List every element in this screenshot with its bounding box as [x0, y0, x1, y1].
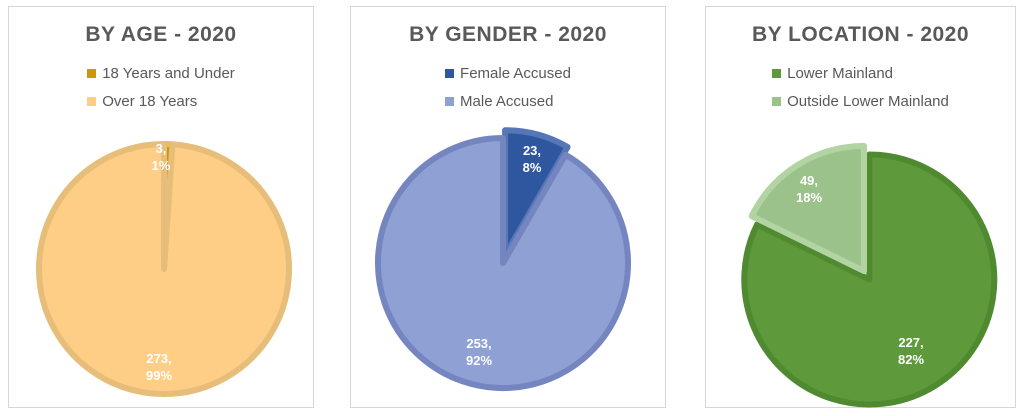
data-label-value: 227,: [898, 335, 923, 350]
legend-swatch: [772, 69, 782, 78]
data-label: 253, 92%: [466, 336, 492, 368]
data-label: 49, 18%: [796, 173, 822, 205]
legend-label: 18 Years and Under: [102, 65, 235, 82]
data-label-value: 273,: [146, 351, 171, 366]
pie-chart: 3, 1%273, 99%: [36, 140, 292, 397]
legend-label: Lower Mainland: [787, 65, 894, 82]
legend-swatch: [87, 97, 97, 106]
data-label-value: 23,: [523, 143, 541, 158]
data-label: 23, 8%: [523, 143, 542, 175]
pie-slice: [748, 143, 867, 274]
legend-label: Female Accused: [460, 65, 571, 82]
data-label-value: 253,: [466, 336, 491, 351]
legend-swatch: [772, 97, 782, 106]
pie-slice: [741, 151, 998, 408]
legend-item: Lower Mainland: [772, 63, 949, 84]
legend-swatch: [87, 69, 97, 78]
legend-label: Outside Lower Mainland: [787, 93, 949, 110]
data-label-percent: 92%: [466, 353, 492, 368]
legend: 18 Years and Under Over 18 Years: [9, 63, 313, 112]
pie-chart: 227, 82%49, 18%: [741, 143, 998, 408]
chart-panel-age: BY AGE - 2020 18 Years and Under Over 18…: [8, 6, 314, 408]
legend: Female Accused Male Accused: [351, 63, 665, 112]
chart-title: BY GENDER - 2020: [409, 23, 607, 46]
chart-panel-location: BY LOCATION - 2020 Lower Mainland Outsid…: [705, 6, 1016, 408]
legend-item: Outside Lower Mainland: [772, 91, 949, 112]
legend-swatch: [445, 69, 455, 78]
chart-title: BY AGE - 2020: [85, 23, 237, 46]
data-label: 227, 82%: [898, 335, 924, 367]
legend-swatch: [445, 97, 455, 106]
legend-item: 18 Years and Under: [87, 63, 235, 84]
pie-slice: [502, 127, 571, 259]
pie-chart: 23, 8%253, 92%: [375, 127, 631, 391]
legend-item: Male Accused: [445, 91, 571, 112]
pie-slice: [375, 135, 631, 391]
data-label-percent: 8%: [523, 160, 542, 175]
data-label-percent: 82%: [898, 352, 924, 367]
data-label-value: 3,: [156, 141, 167, 156]
data-label-percent: 1%: [152, 158, 171, 173]
data-label-value: 49,: [800, 173, 818, 188]
data-label-percent: 18%: [796, 190, 822, 205]
data-label: 3, 1%: [152, 141, 171, 173]
legend-label: Over 18 Years: [102, 93, 198, 110]
legend-item: Female Accused: [445, 63, 571, 84]
data-label: 273, 99%: [146, 351, 172, 383]
chart-panel-gender: BY GENDER - 2020 Female Accused Male Acc…: [350, 6, 666, 408]
pie-slice: [36, 141, 292, 397]
legend: Lower Mainland Outside Lower Mainland: [706, 63, 1015, 112]
chart-title: BY LOCATION - 2020: [751, 23, 970, 46]
data-label-percent: 99%: [146, 368, 172, 383]
legend-item: Over 18 Years: [87, 91, 235, 112]
legend-label: Male Accused: [460, 93, 554, 110]
